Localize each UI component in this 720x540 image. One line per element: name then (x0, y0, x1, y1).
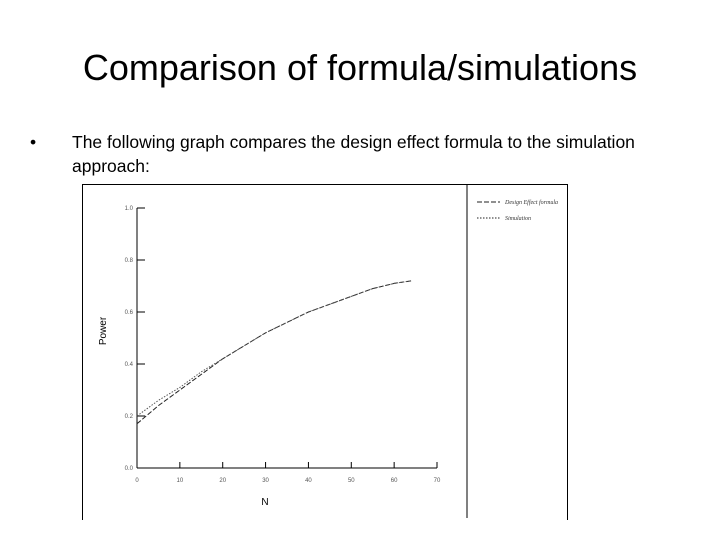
bullet-text: The following graph compares the design … (72, 132, 635, 176)
x-tick-label: 30 (262, 478, 269, 484)
x-tick-label: 0 (135, 478, 139, 484)
series-line-simulation (136, 280, 412, 417)
x-tick-label: 40 (305, 478, 312, 484)
chart-frame (82, 184, 568, 520)
series-layer (136, 280, 412, 425)
y-tick-label: 1.0 (125, 206, 134, 212)
y-tick-label: 0.6 (125, 310, 134, 316)
y-tick-label: 0.4 (125, 362, 134, 368)
legend-entry: Simulation (505, 216, 531, 222)
bullet-marker: • (30, 132, 37, 152)
chart-axes: 0 10 20 30 40 50 60 70 0.0 0.2 0.4 0.6 0.8 1.0 (125, 206, 441, 484)
chart-legend: Design Effect formula Simulation (477, 199, 558, 222)
y-tick-label: 0.0 (125, 466, 134, 472)
legend-entry: Design Effect formula (504, 199, 558, 206)
slide-title: Comparison of formula/simulations (82, 47, 638, 88)
x-tick-label: 60 (391, 478, 398, 484)
series-line-formula (136, 280, 412, 425)
y-tick-label: 0.8 (125, 258, 134, 264)
x-tick-label: 20 (219, 478, 226, 484)
y-tick-label: 0.2 (125, 414, 134, 420)
x-tick-label: 10 (177, 478, 184, 484)
x-axis-label: N (261, 497, 268, 508)
y-axis-label: Power (98, 316, 109, 345)
x-tick-label: 50 (348, 478, 355, 484)
x-tick-label: 70 (434, 478, 441, 484)
